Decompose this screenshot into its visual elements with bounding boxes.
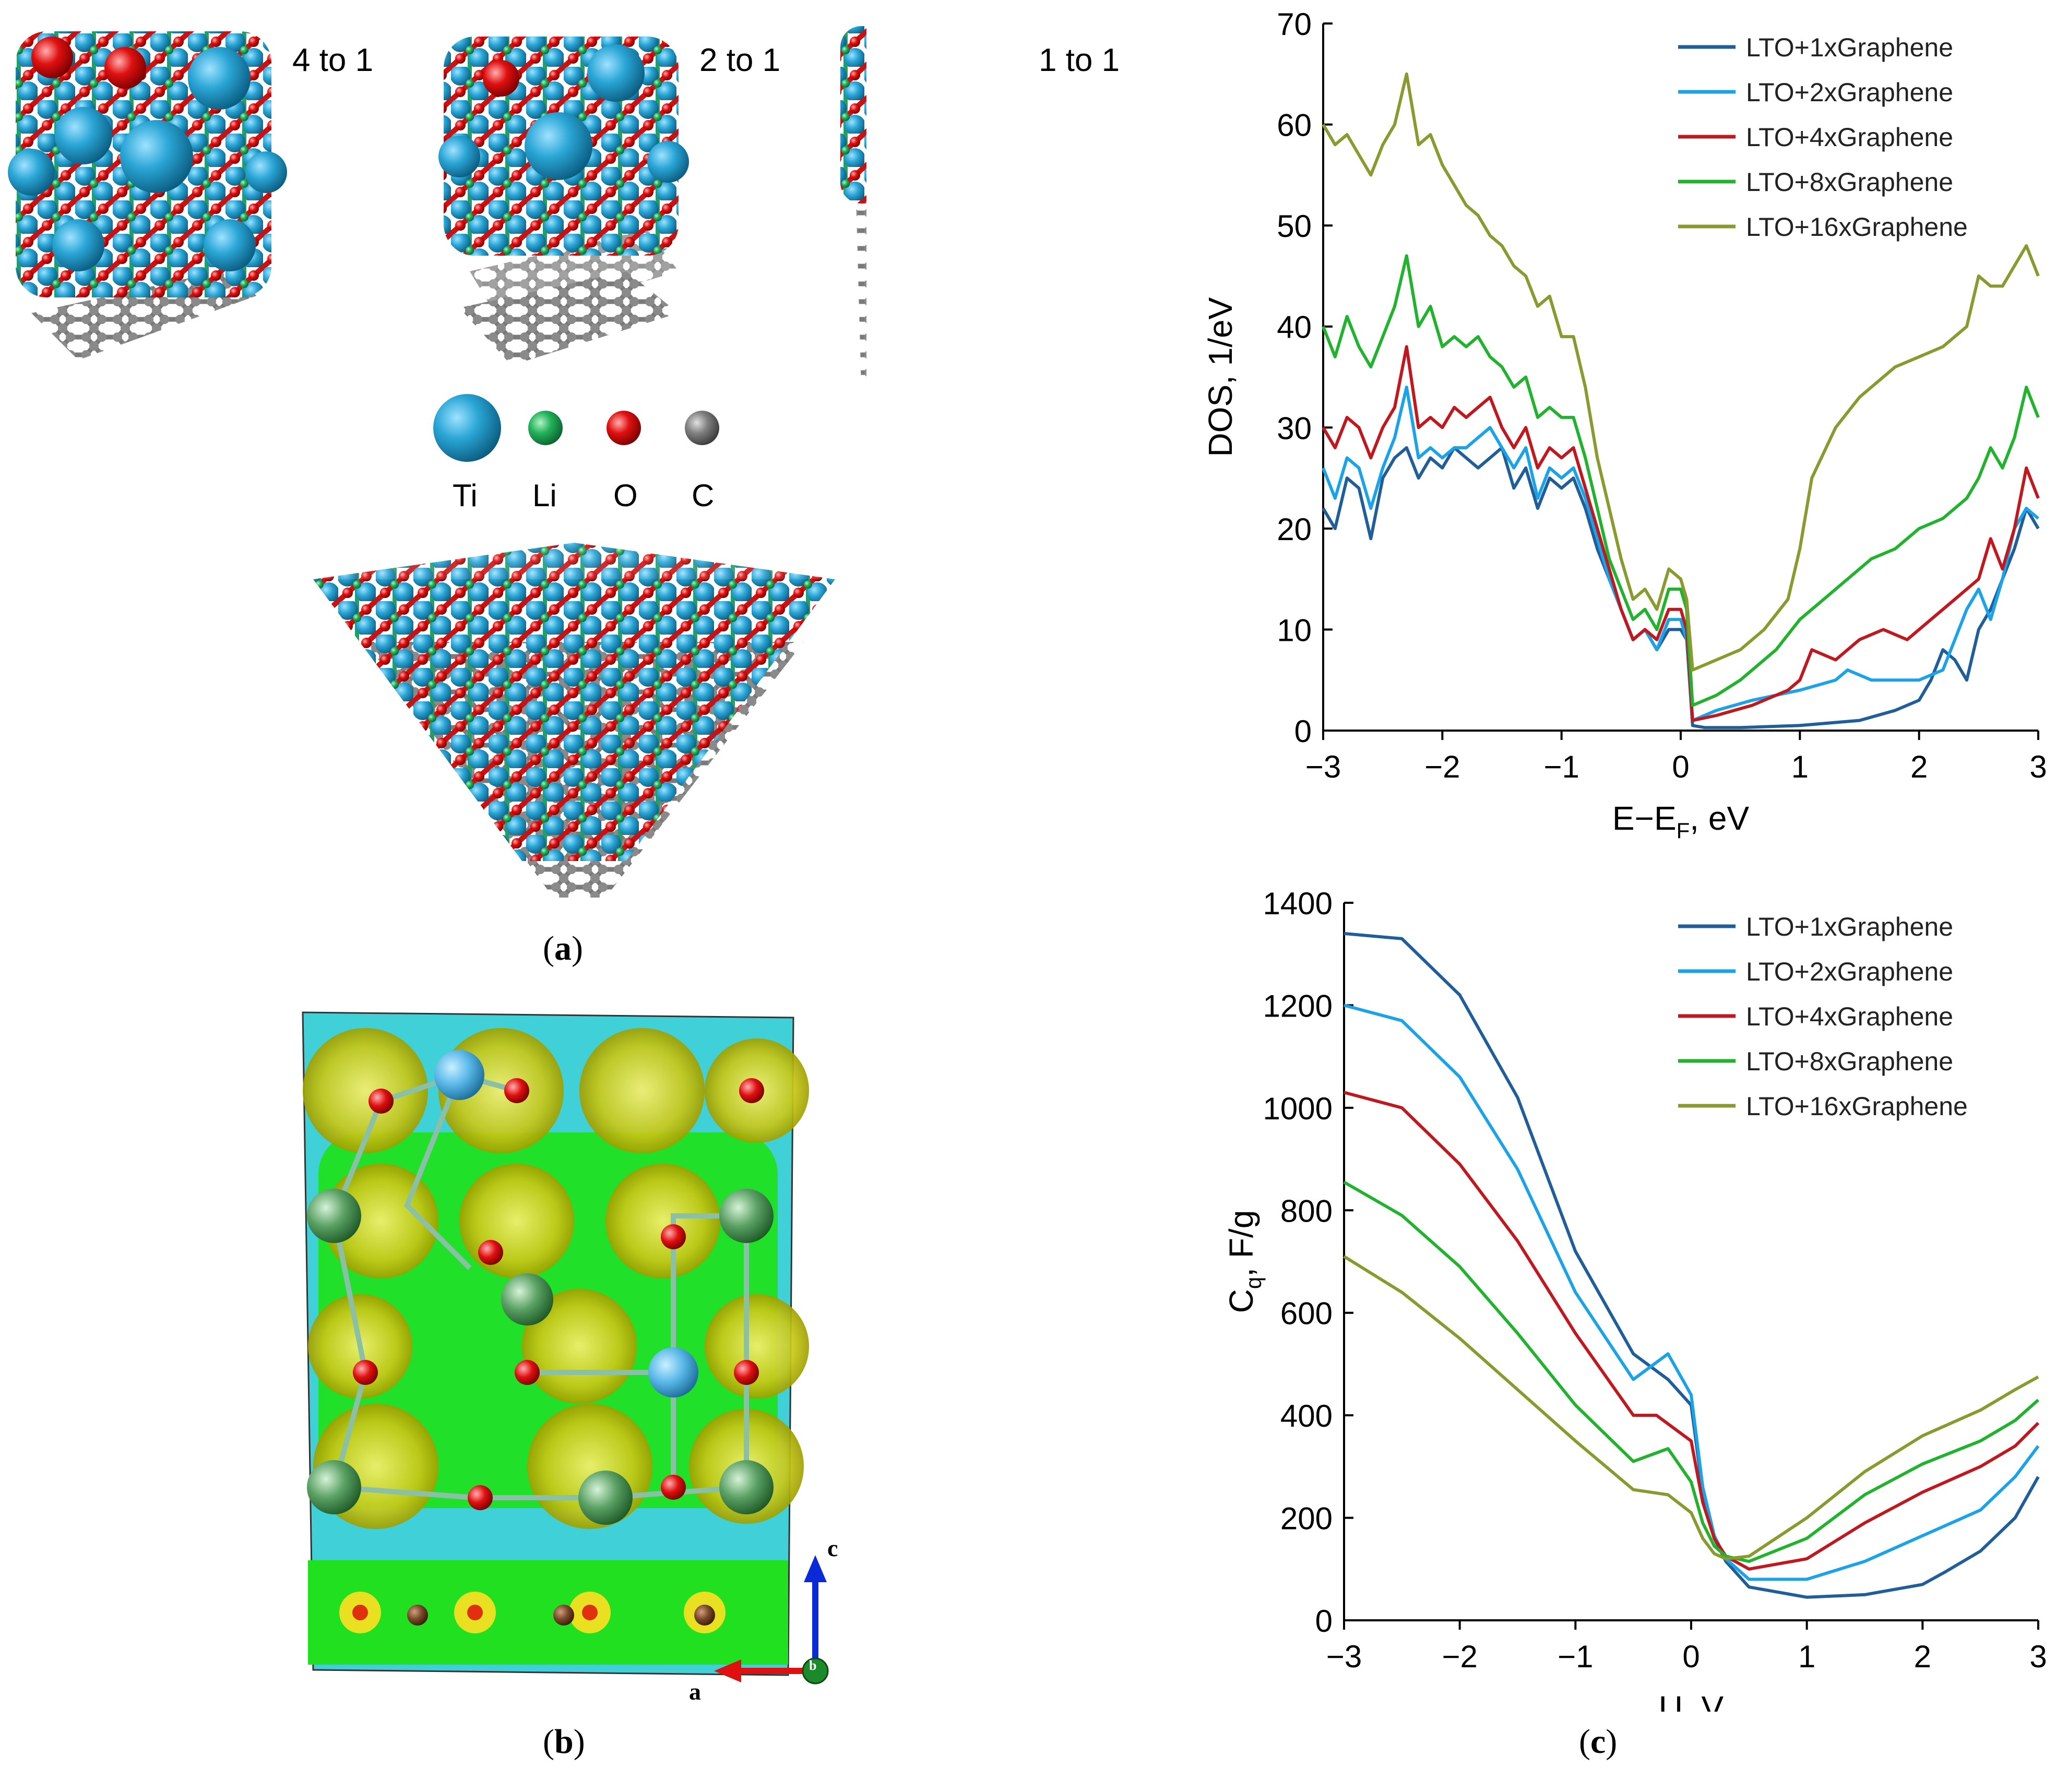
legend-label: LTO+2xGraphene bbox=[1746, 957, 1953, 986]
y-tick-label: 0 bbox=[1294, 714, 1312, 749]
cluster-4-to-1 bbox=[8, 31, 287, 360]
axis-c-label: c bbox=[827, 1535, 838, 1561]
caption-b: (b) bbox=[543, 1723, 585, 1761]
y-axis-title: DOS, 1/eV bbox=[1202, 297, 1239, 457]
panel-c: 0 10 20 30 40 50 60 70 −3 −2 −1 0 1 2 3 LTO+1xGraphene L… bbox=[1174, 0, 2056, 1792]
charge-density-illustration bbox=[302, 1011, 809, 1676]
legend-label-li: Li bbox=[532, 478, 557, 513]
lto-graphene-slab bbox=[313, 543, 835, 898]
legend-label-ti: Ti bbox=[453, 478, 478, 513]
legend-label: LTO+1xGraphene bbox=[1746, 33, 1953, 62]
x-axis-title: U, V bbox=[1659, 1689, 1724, 1712]
legend-label: LTO+8xGraphene bbox=[1746, 1047, 1953, 1076]
panel-a-illustration bbox=[8, 26, 997, 898]
y-tick-label: 1200 bbox=[1263, 988, 1333, 1023]
y-tick-label: 60 bbox=[1277, 108, 1312, 143]
y-tick-label: 20 bbox=[1277, 512, 1312, 547]
legend-label: LTO+16xGraphene bbox=[1746, 1092, 1968, 1121]
x-tick-label: 2 bbox=[1910, 749, 1928, 784]
series-line bbox=[1343, 1255, 2039, 1561]
caption-c: (c) bbox=[1579, 1723, 1618, 1761]
series-line bbox=[1322, 72, 2040, 672]
legend-label: LTO+4xGraphene bbox=[1746, 1002, 1953, 1031]
dos-chart: 0 10 20 30 40 50 60 70 −3 −2 −1 0 1 2 3 LTO+1xGraphene L… bbox=[1202, 7, 2047, 843]
series-line bbox=[1344, 931, 2040, 1599]
legend-label: LTO+2xGraphene bbox=[1746, 78, 1953, 107]
ti-legend-sphere bbox=[433, 394, 501, 462]
x-tick-label: −2 bbox=[1424, 749, 1460, 784]
legend-label: LTO+4xGraphene bbox=[1746, 123, 1953, 152]
panel-a: 4 to 1 2 to 1 Ti Li O C bbox=[0, 0, 997, 991]
y-tick-label: 70 bbox=[1277, 7, 1312, 42]
li-legend-sphere bbox=[528, 411, 563, 445]
series-line bbox=[1344, 1091, 2040, 1571]
x-tick-label: −1 bbox=[1558, 1639, 1593, 1674]
caption-a: (a) bbox=[543, 929, 583, 967]
y-tick-label: 200 bbox=[1280, 1501, 1333, 1536]
x-tick-label: −2 bbox=[1442, 1639, 1477, 1674]
legend-label: LTO+1xGraphene bbox=[1746, 912, 1953, 941]
x-tick-label: 1 bbox=[1798, 1639, 1815, 1674]
series-line bbox=[1322, 385, 2039, 722]
series-line bbox=[1322, 345, 2040, 722]
x-tick-label: 3 bbox=[2029, 749, 2047, 784]
y-tick-label: 30 bbox=[1277, 411, 1312, 446]
y-tick-label: 40 bbox=[1277, 310, 1312, 345]
ratio-label-2-to-1: 2 to 1 bbox=[699, 42, 781, 78]
crystal-axis-indicator bbox=[714, 1555, 829, 1685]
series-line bbox=[1343, 1180, 2039, 1563]
x-tick-label: 2 bbox=[1914, 1639, 1931, 1674]
series-line bbox=[1344, 1003, 2040, 1581]
x-tick-label: 3 bbox=[2029, 1639, 2047, 1674]
legend-label-c: C bbox=[692, 478, 715, 513]
y-tick-label: 50 bbox=[1277, 209, 1312, 244]
y-tick-label: 0 bbox=[1315, 1604, 1333, 1639]
c-legend-sphere bbox=[685, 411, 719, 445]
axis-b-marker bbox=[802, 1657, 829, 1685]
y-tick-label: 10 bbox=[1277, 613, 1312, 648]
y-tick-label: 800 bbox=[1280, 1193, 1333, 1228]
y-tick-label: 600 bbox=[1280, 1296, 1333, 1331]
axis-a-arrowhead bbox=[714, 1659, 741, 1682]
axis-c-arrowhead bbox=[804, 1555, 827, 1582]
x-tick-label: 0 bbox=[1682, 1639, 1700, 1674]
x-axis-title: E−EF, eV bbox=[1612, 799, 1750, 843]
y-tick-label: 1400 bbox=[1263, 886, 1333, 921]
cluster-2-to-1 bbox=[438, 37, 689, 365]
axis-a-label: a bbox=[689, 1678, 701, 1705]
series-line bbox=[1322, 254, 2040, 707]
legend-label: LTO+8xGraphene bbox=[1746, 168, 1953, 197]
legend-label: LTO+16xGraphene bbox=[1746, 212, 1968, 242]
o-legend-sphere bbox=[607, 411, 641, 445]
y-tick-label: 400 bbox=[1280, 1399, 1333, 1433]
y-axis-title: Cq, F/g bbox=[1222, 1210, 1266, 1313]
panel-b: c b a bbox=[298, 1007, 866, 1717]
cq-chart: 0 200 400 600 800 1000 1200 1400 −3 −2 −1 0 1 2 3 LTO+1… bbox=[1222, 886, 2047, 1712]
axis-b-label: b bbox=[809, 1658, 817, 1673]
x-tick-label: −3 bbox=[1326, 1639, 1362, 1674]
ratio-label-4-to-1: 4 to 1 bbox=[292, 42, 374, 78]
x-tick-label: −3 bbox=[1305, 749, 1341, 784]
x-tick-label: −1 bbox=[1543, 749, 1579, 784]
x-tick-label: 0 bbox=[1672, 749, 1689, 784]
cluster-1-to-1 bbox=[840, 26, 997, 386]
legend-label-o: O bbox=[613, 478, 638, 513]
ratio-label-1-to-1: 1 to 1 bbox=[1039, 42, 1120, 78]
x-tick-label: 1 bbox=[1791, 749, 1809, 784]
y-tick-label: 1000 bbox=[1263, 1091, 1333, 1126]
